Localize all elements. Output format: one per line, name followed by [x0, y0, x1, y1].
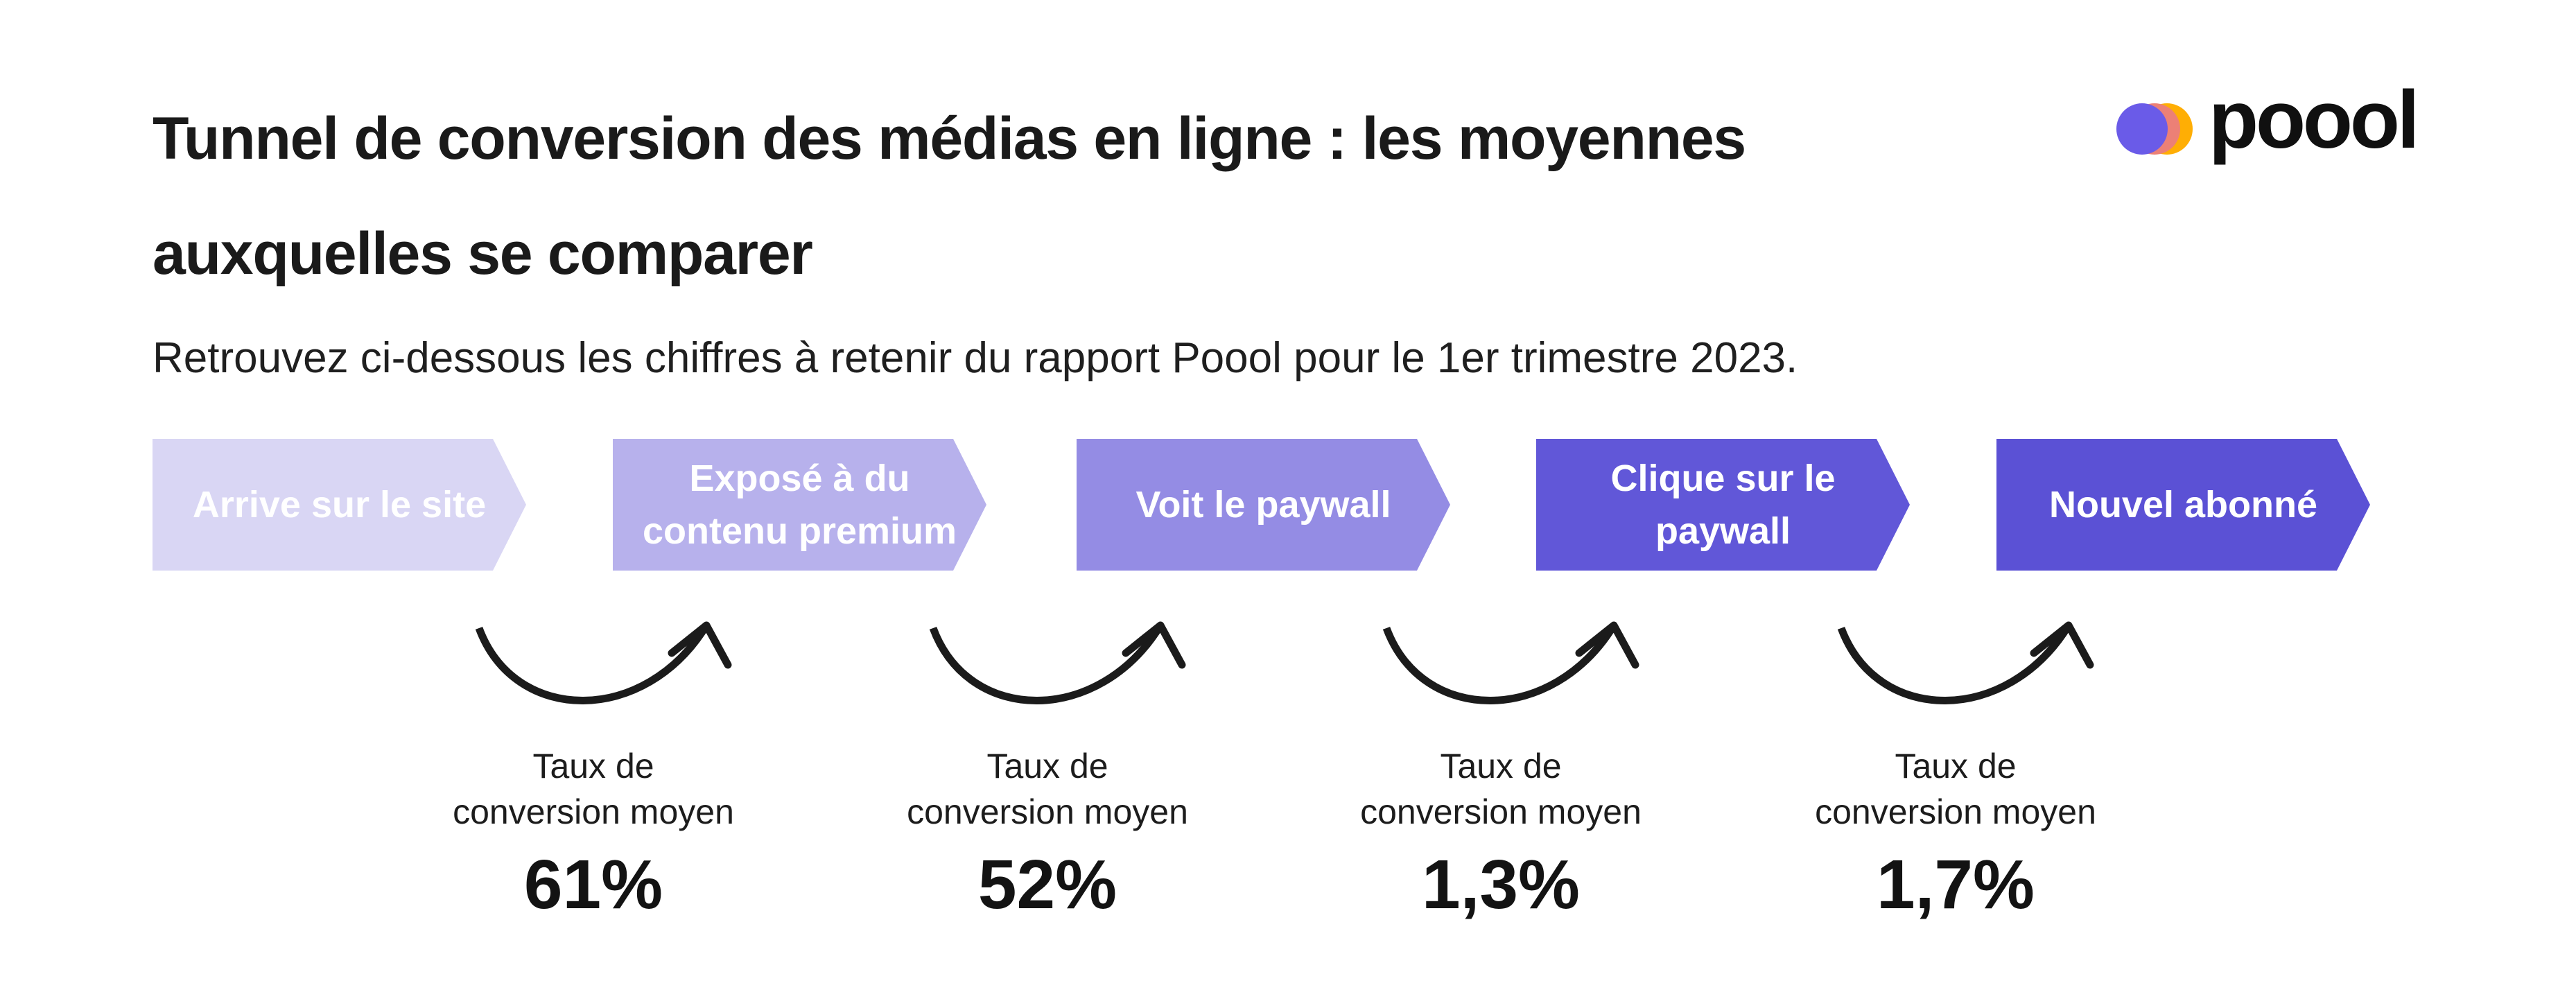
- funnel-step-label: Voit le paywall: [1135, 484, 1391, 526]
- funnel-step-label: Clique sur le: [1610, 458, 1836, 499]
- logo-circle-purple-icon: [2116, 103, 2168, 155]
- curved-arrow-icon: [1381, 607, 1647, 718]
- funnel-step-label: paywall: [1655, 510, 1791, 552]
- funnel-step-voit-le-paywall: Voit le paywall: [1077, 439, 1450, 571]
- page-title-line-2: auxquelles se comparer: [153, 220, 813, 287]
- funnel-step-label: contenu premium: [642, 510, 957, 552]
- page-title: Tunnel de conversion des médias en ligne…: [153, 81, 1746, 311]
- conversion-rate-value: 1,7%: [1877, 846, 2035, 923]
- funnel-step-label: Exposé à du: [689, 458, 910, 499]
- funnel-step-label: Nouvel abonné: [2048, 484, 2318, 526]
- conversion-rate-label: Taux de conversion moyen: [1815, 747, 2096, 831]
- funnel-step-arrive-sur-le-site: Arrive sur le site: [153, 439, 526, 571]
- conversion-rate-value: 61%: [523, 846, 663, 923]
- logo-wordmark: poool: [2209, 74, 2420, 166]
- conversion-rate-value: 1,3%: [1422, 846, 1580, 923]
- page-subtitle: Retrouvez ci-dessous les chiffres à rete…: [153, 334, 1798, 382]
- conversion-rate-value: 52%: [977, 846, 1117, 923]
- curved-arrow-icon: [473, 607, 740, 718]
- curved-arrow-icon: [928, 607, 1194, 718]
- funnel-step-clique-sur-le-paywall: Clique sur le paywall: [1536, 439, 1910, 571]
- funnel-step-label: Arrive sur le site: [192, 484, 487, 526]
- conversion-rate-label: Taux de conversion moyen: [907, 747, 1188, 831]
- conversion-rate-label: Taux de conversion moyen: [1360, 747, 1642, 831]
- funnel-step-nouvel-abonne: Nouvel abonné: [1996, 439, 2370, 571]
- funnel-step-expose-contenu-premium: Exposé à du contenu premium: [613, 439, 986, 571]
- curved-arrow-icon: [1836, 607, 2102, 718]
- page-title-line-1: Tunnel de conversion des médias en ligne…: [153, 105, 1746, 172]
- conversion-rate-label: Taux de conversion moyen: [453, 747, 734, 831]
